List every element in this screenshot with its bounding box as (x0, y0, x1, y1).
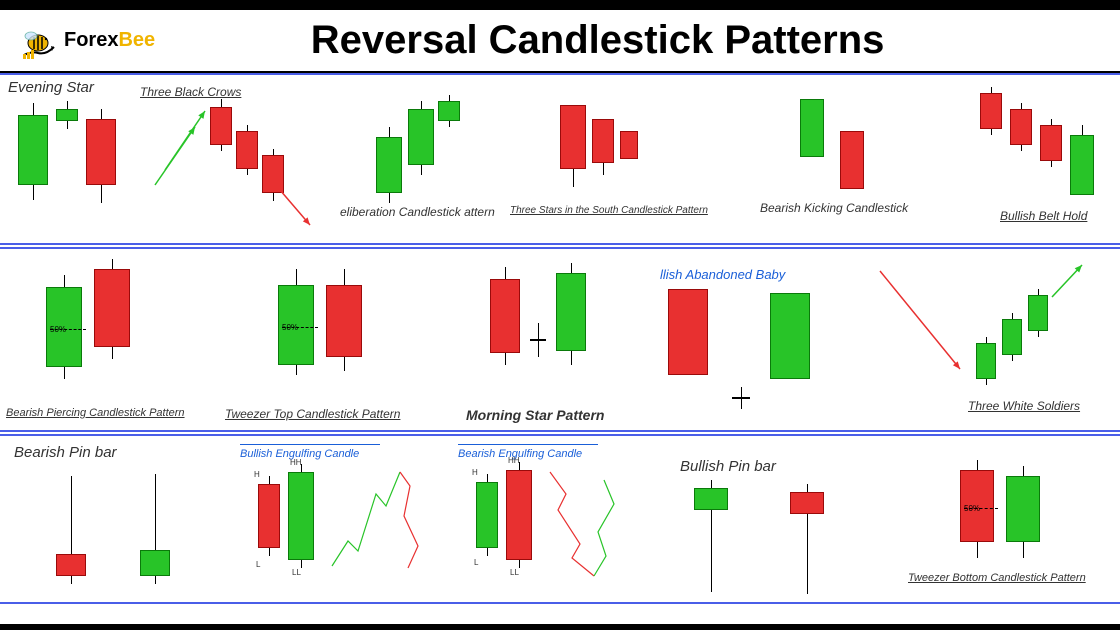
pattern-title-bearish-piercing: Bearish Piercing Candlestick Pattern (6, 407, 185, 419)
header: ForexBee Reversal Candlestick Patterns (0, 10, 1120, 73)
trend-line (546, 468, 618, 580)
pattern-title-tweezer-top: Tweezer Top Candlestick Pattern (225, 407, 400, 421)
top-accent-bar (0, 0, 1120, 10)
bottom-accent-bar (0, 624, 1120, 630)
pattern-title-bullish-pin-bar: Bullish Pin bar (680, 458, 776, 475)
trend-arrow (1046, 259, 1088, 303)
annotation-label: L (474, 558, 478, 567)
annotation-label: L (256, 560, 260, 569)
pattern-row: Evening Star Three Black Crows eliberation… (0, 73, 1120, 245)
bee-icon (20, 21, 60, 61)
annotation-label: HH (508, 456, 520, 465)
annotation-label: H (254, 470, 260, 479)
pattern-row: Bearish Pin barBullish Engulfing CandleH… (0, 434, 1120, 604)
trend-arrow (874, 265, 966, 375)
trend-line (328, 468, 422, 572)
pattern-title-three-stars-south: Three Stars in the South Candlestick Pat… (510, 205, 708, 216)
annotation-label: LL (510, 568, 519, 577)
pattern-title-deliberation: eliberation Candlestick attern (340, 205, 495, 219)
annotation-label: H (472, 468, 478, 477)
pattern-title-evening-star: Evening Star (8, 79, 94, 96)
pattern-title-morning-star: Morning Star Pattern (466, 407, 604, 423)
pattern-row: Bearish Piercing Candlestick Pattern50%T… (0, 247, 1120, 432)
trend-arrow (274, 184, 316, 231)
pattern-title-bullish-belt-hold: Bullish Belt Hold (1000, 209, 1087, 223)
pattern-rows: Evening Star Three Black Crows eliberation… (0, 73, 1120, 604)
pattern-title-bearish-engulfing: Bearish Engulfing Candle (458, 448, 582, 460)
pattern-title-tweezer-bottom: Tweezer Bottom Candlestick Pattern (908, 572, 1086, 584)
pattern-title-bullish-abandoned-baby: llish Abandoned Baby (660, 267, 785, 282)
trend-arrow (149, 121, 201, 191)
page-title: Reversal Candlestick Patterns (95, 18, 1100, 63)
pattern-title-bearish-pin-bar: Bearish Pin bar (14, 444, 117, 461)
pattern-title-three-white-soldiers: Three White Soldiers (968, 399, 1080, 413)
annotation-label: HH (290, 458, 302, 467)
pattern-title-three-black-crows: Three Black Crows (140, 85, 241, 99)
pattern-title-bearish-kicking: Bearish Kicking Candlestick (760, 201, 908, 215)
annotation-label: LL (292, 568, 301, 577)
